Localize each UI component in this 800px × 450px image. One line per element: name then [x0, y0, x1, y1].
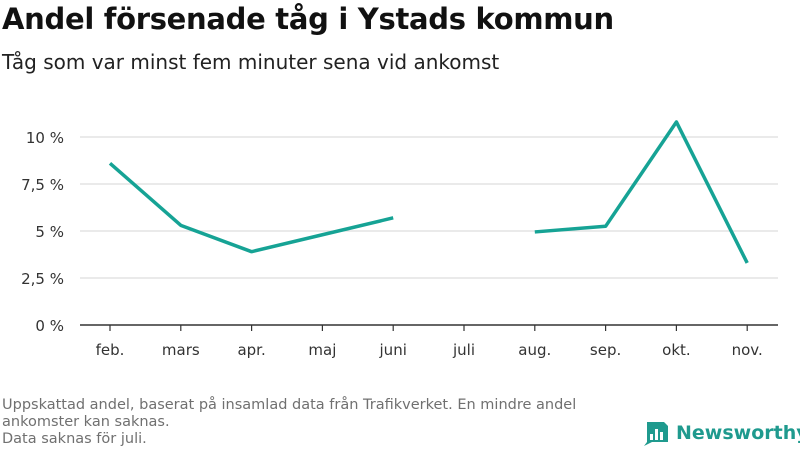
chart-subtitle: Tåg som var minst fem minuter sena vid a… — [2, 50, 500, 74]
x-tick-label: aug. — [518, 341, 551, 359]
y-tick-label: 5 % — [35, 223, 64, 241]
brand-logo: Newsworthy — [644, 420, 800, 446]
newsworthy-logo-icon — [644, 422, 668, 446]
line-chart: 0 % 2,5 % 5 % 7,5 % 10 % feb. mars apr. maj juni… — [21, 120, 778, 359]
x-tick-label: maj — [308, 341, 336, 359]
x-tick-label: okt. — [662, 341, 691, 359]
y-tick-label: 0 % — [35, 317, 64, 335]
x-tick-label: juni — [379, 341, 407, 359]
y-tick-label: 7,5 % — [21, 176, 64, 194]
chart-title: Andel försenade tåg i Ystads kommun — [2, 2, 614, 36]
x-tick-label: sep. — [590, 341, 621, 359]
series-lines — [108, 120, 749, 264]
series-line-segment — [108, 162, 394, 254]
x-tick-label: mars — [162, 341, 200, 359]
gridlines — [80, 136, 778, 279]
y-tick-label: 2,5 % — [21, 270, 64, 288]
series-line-segment — [534, 120, 749, 264]
brand-name: Newsworthy — [676, 422, 800, 444]
y-axis-ticks: 0 % 2,5 % 5 % 7,5 % 10 % — [21, 129, 64, 335]
footnote-line-2: ankomster kan saknas. — [2, 414, 170, 430]
x-tick-label: feb. — [96, 341, 125, 359]
x-tick-label: apr. — [237, 341, 265, 359]
y-tick-label: 10 % — [26, 129, 64, 147]
footnote-line-1: Uppskattad andel, baserat på insamlad da… — [2, 397, 577, 413]
footnote-line-3: Data saknas för juli. — [2, 431, 147, 447]
x-axis: feb. mars apr. maj juni juli aug. sep. okt. nov. — [80, 324, 778, 359]
x-tick-label: nov. — [732, 341, 763, 359]
x-tick-label: juli — [452, 341, 475, 359]
chart-footnote: Uppskattad andel, baserat på insamlad da… — [2, 397, 642, 448]
